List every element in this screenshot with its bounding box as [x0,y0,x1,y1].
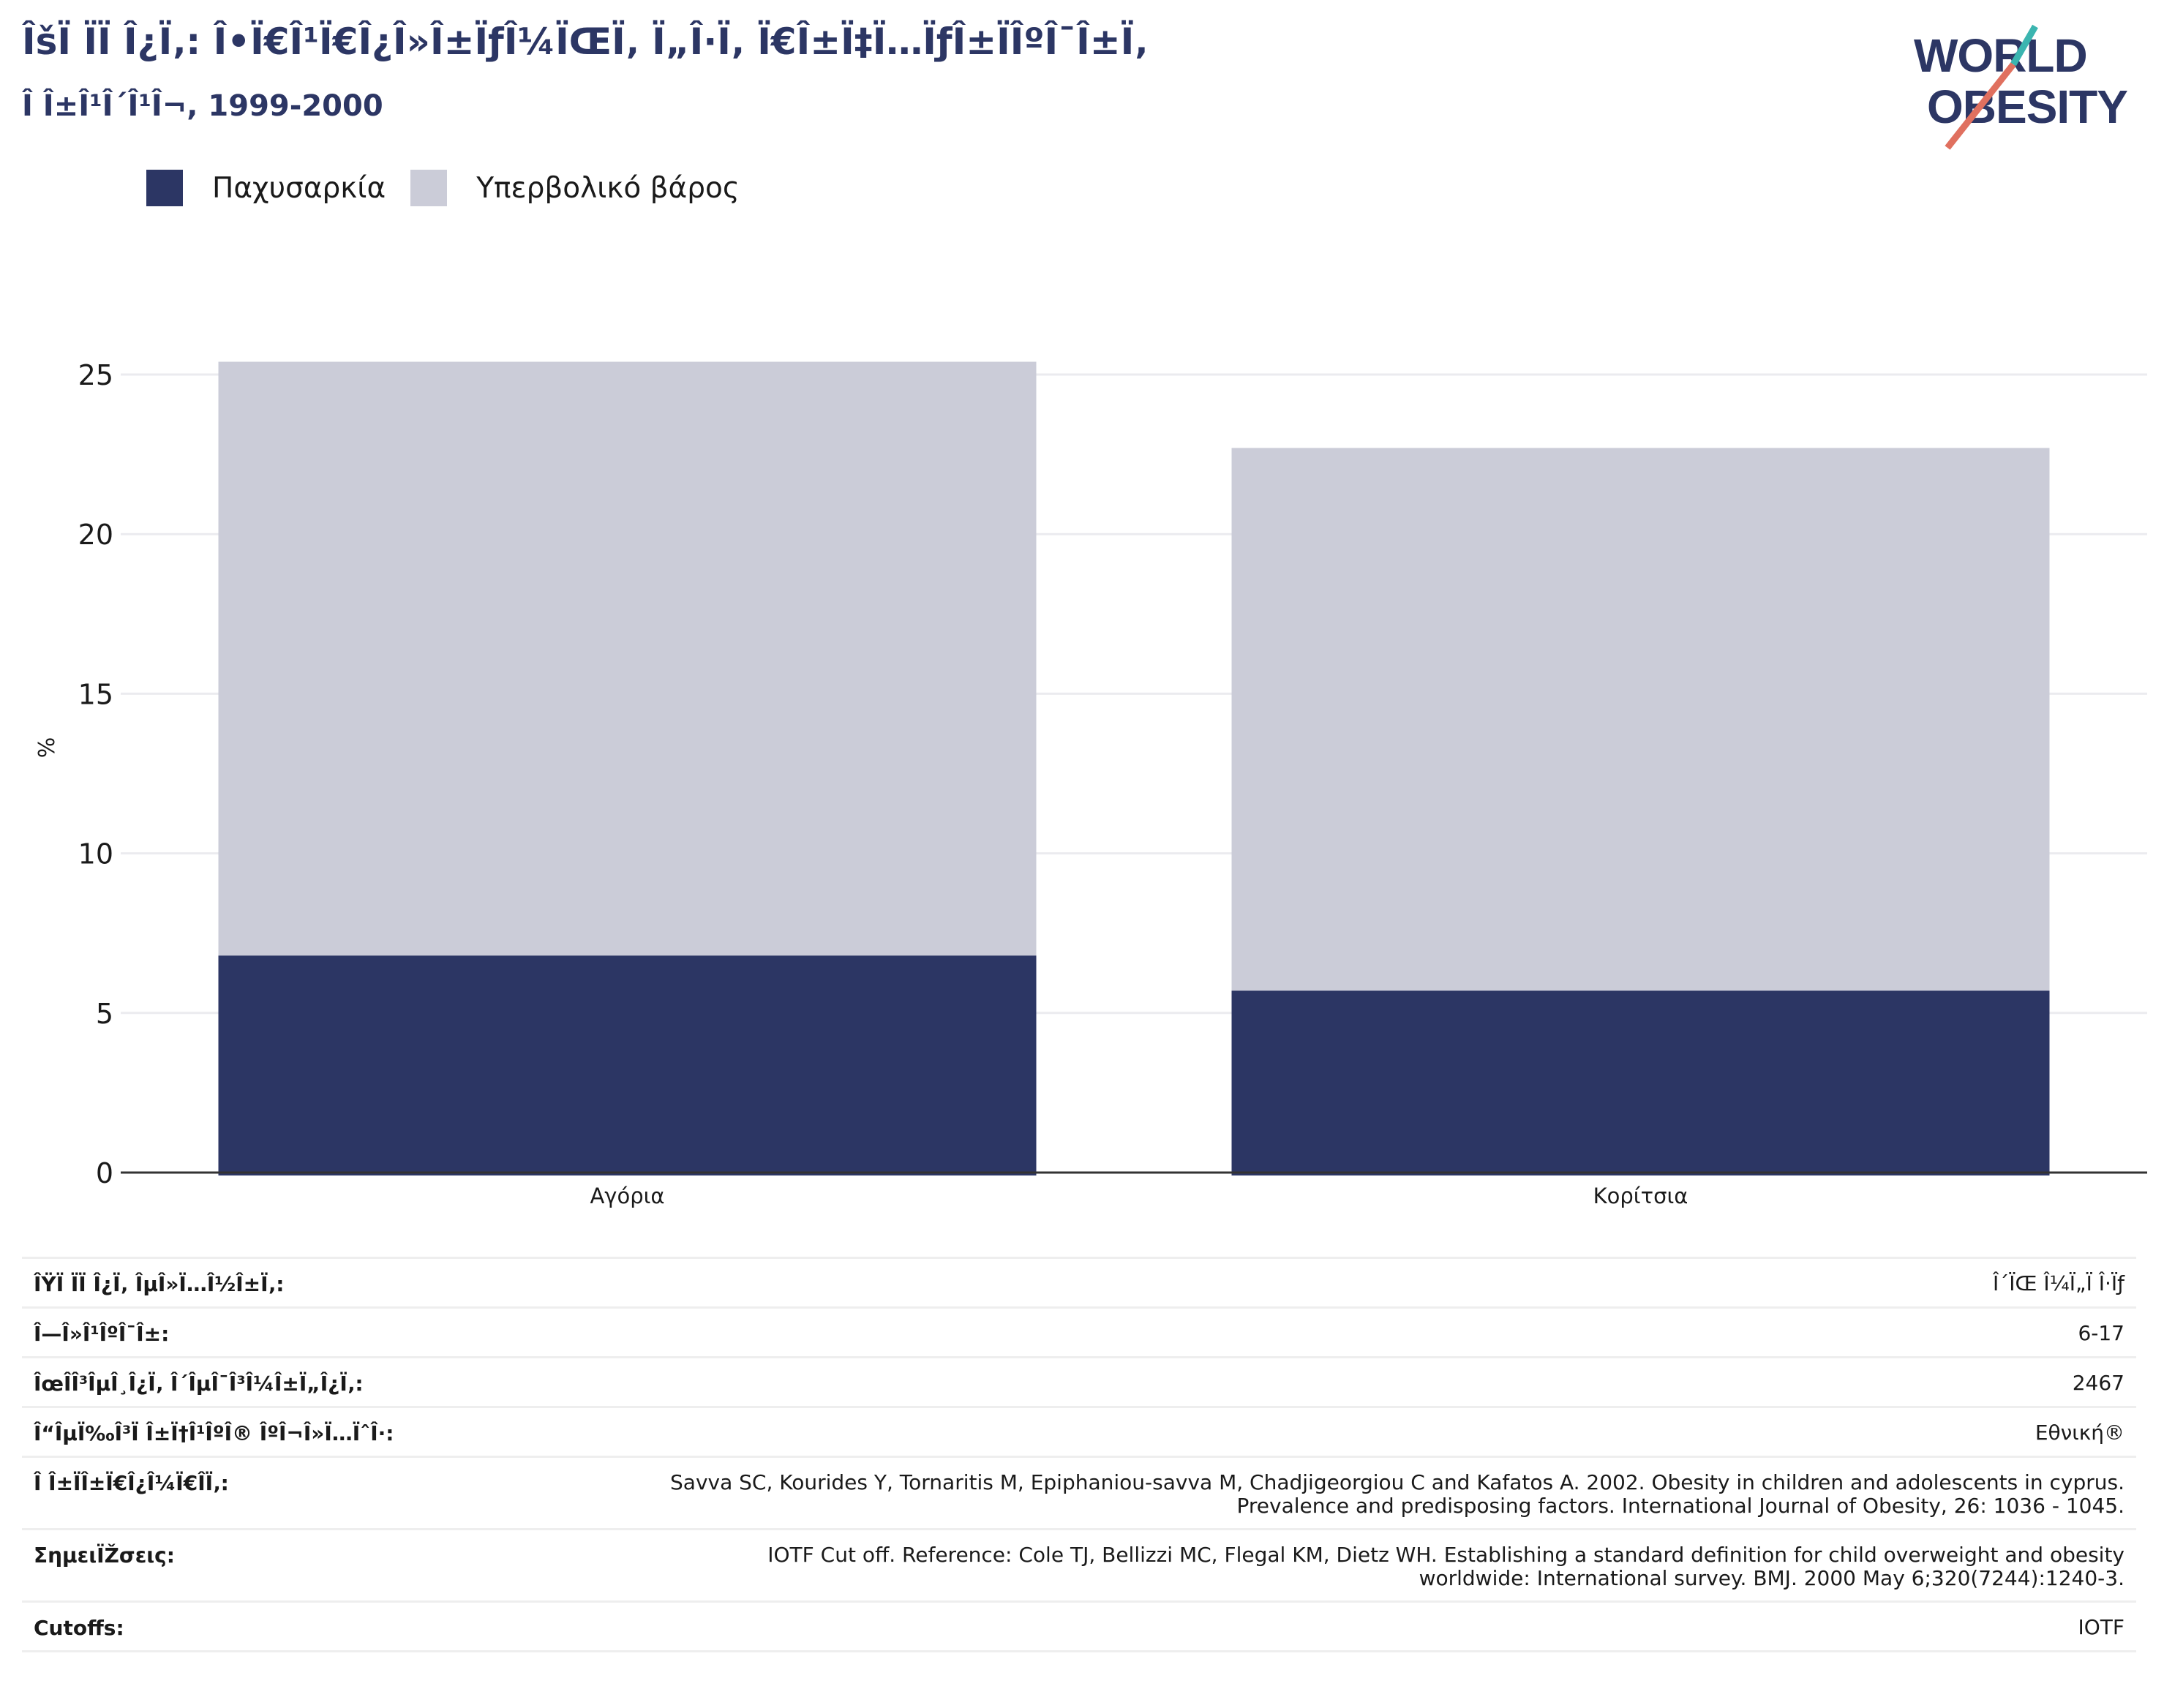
legend: Παχυσαρκία Υπερβολικό βάρος [146,170,764,206]
logo-slash-teal [2010,24,2038,67]
y-tick-label: 25 [78,359,113,391]
info-value: IOTF Cut off. Reference: Cole TJ, Belliz… [767,1543,2124,1590]
info-value: Savva SC, Kourides Y, Tornaritis M, Epip… [670,1470,2124,1518]
logo-line2: OBESITY [1927,80,2127,133]
bar-obesity [1231,990,2050,1175]
info-row: Î“ÎµÏ‰Î³Ï Î±Ï†Î¹ÎºÎ® ÎºÎ¬Î»Ï…ÏˆÎ·: Εθνικ… [22,1406,2136,1456]
y-tick-label: 5 [96,998,113,1030]
info-row: ÎœÎ­Î³ÎµÎ¸Î¿Ï‚ Î´ÎµÎ¯Î³Î¼Î±Ï„Î¿Ï‚: 2467 [22,1356,2136,1406]
info-row: ÎŸÏ ÏÏ Î¿Ï‚ ÎµÎ»Ï…Î½Î±Ï‚: Î´ÏŒ Î¼Ï„Ï Î·Ï… [22,1257,2136,1306]
info-label: Î—Î»Î¹ÎºÎ¯Î±: [34,1322,170,1346]
info-value: Εθνική® [2035,1421,2124,1445]
legend-swatch-obesity [146,170,183,206]
x-tick-label: Κορίτσια [1593,1184,1688,1208]
y-tick-label: 0 [96,1157,113,1189]
info-label: Î Î±ÏÎ±Ï€Î¿Î¼Ï€Î­Ï‚: [34,1471,229,1495]
info-table: ÎŸÏ ÏÏ Î¿Ï‚ ÎµÎ»Ï…Î½Î±Ï‚: Î´ÏŒ Î¼Ï„Ï Î·Ï… [22,1257,2136,1652]
info-value: 6-17 [2078,1321,2124,1345]
world-obesity-logo: WORLD OBESITY [1914,24,2128,150]
logo-slash-coral [1945,62,2016,150]
info-row: Î Î±ÏÎ±Ï€Î¿Î¼Ï€Î­Ï‚: Savva SC, Kourides … [22,1456,2136,1528]
bar-obesity [218,955,1037,1175]
chart-title: ÎšÏ ÏÏ Î¿Ï‚: Î•Ï€Î¹Ï€Î¿Î»Î±ÏƒÎ¼ÏŒÏ‚ Ï„Î·… [22,20,1149,63]
info-row: ΣημειÏŽσεις: IOTF Cut off. Reference: Co… [22,1528,2136,1600]
y-tick-label: 15 [78,678,113,710]
y-tick-label: 20 [78,519,113,551]
y-tick-label: 10 [78,838,113,870]
info-label: ÎœÎ­Î³ÎµÎ¸Î¿Ï‚ Î´ÎµÎ¯Î³Î¼Î±Ï„Î¿Ï‚: [34,1372,364,1396]
info-value: IOTF [2078,1615,2124,1639]
info-row: Cutoffs: IOTF [22,1600,2136,1652]
info-label: ÎŸÏ ÏÏ Î¿Ï‚ ÎµÎ»Ï…Î½Î±Ï‚: [34,1272,285,1296]
chart-subtitle: Î Î±Î¹Î´Î¹Î¬, 1999-2000 [22,89,383,123]
logo-line1: WORLD [1914,29,2087,82]
info-label: ΣημειÏŽσεις: [34,1543,175,1568]
stacked-bar-chart: 0 5 10 15 20 25% Αγόρια Κορίτσια [34,359,2147,1208]
legend-item-obesity: Παχυσαρκία [146,170,386,206]
legend-item-overweight: Υπερβολικό βάρος [410,170,740,206]
x-tick-label: Αγόρια [590,1184,664,1208]
info-label: Cutoffs: [34,1616,124,1640]
legend-label-obesity: Παχυσαρκία [212,171,386,205]
info-value: 2467 [2072,1371,2124,1395]
info-row: Î—Î»Î¹ÎºÎ¯Î±: 6-17 [22,1306,2136,1356]
bar-overweight [218,361,1037,956]
info-label: Î“ÎµÏ‰Î³Ï Î±Ï†Î¹ÎºÎ® ÎºÎ¬Î»Ï…ÏˆÎ·: [34,1421,394,1445]
y-axis-label: % [34,737,60,759]
legend-label-overweight: Υπερβολικό βάρος [476,171,740,205]
bar-overweight [1231,448,2050,991]
info-value: Î´ÏŒ Î¼Ï„Ï Î·Ïƒ [1993,1271,2124,1295]
legend-swatch-overweight [410,170,448,206]
